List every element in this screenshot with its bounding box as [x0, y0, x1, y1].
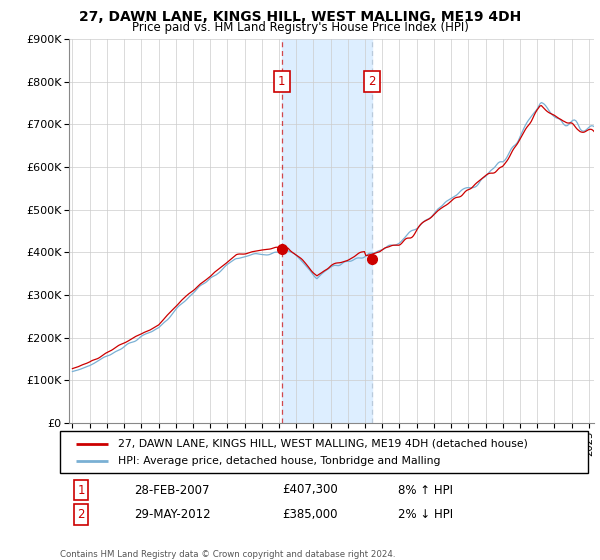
Text: 8% ↑ HPI: 8% ↑ HPI: [398, 483, 453, 497]
Text: £385,000: £385,000: [282, 508, 337, 521]
FancyBboxPatch shape: [60, 431, 588, 473]
Text: HPI: Average price, detached house, Tonbridge and Malling: HPI: Average price, detached house, Tonb…: [118, 456, 440, 466]
Text: 29-MAY-2012: 29-MAY-2012: [134, 508, 211, 521]
Text: Price paid vs. HM Land Registry's House Price Index (HPI): Price paid vs. HM Land Registry's House …: [131, 21, 469, 34]
Text: £407,300: £407,300: [282, 483, 338, 497]
Text: 2: 2: [368, 76, 376, 88]
Text: 28-FEB-2007: 28-FEB-2007: [134, 483, 209, 497]
Text: 1: 1: [278, 76, 286, 88]
Text: 1: 1: [77, 483, 85, 497]
Text: Contains HM Land Registry data © Crown copyright and database right 2024.
This d: Contains HM Land Registry data © Crown c…: [60, 550, 395, 560]
Text: 27, DAWN LANE, KINGS HILL, WEST MALLING, ME19 4DH (detached house): 27, DAWN LANE, KINGS HILL, WEST MALLING,…: [118, 439, 528, 449]
Text: 27, DAWN LANE, KINGS HILL, WEST MALLING, ME19 4DH: 27, DAWN LANE, KINGS HILL, WEST MALLING,…: [79, 10, 521, 24]
Text: 2% ↓ HPI: 2% ↓ HPI: [398, 508, 453, 521]
Text: 2: 2: [77, 508, 85, 521]
Bar: [282, 39, 372, 423]
